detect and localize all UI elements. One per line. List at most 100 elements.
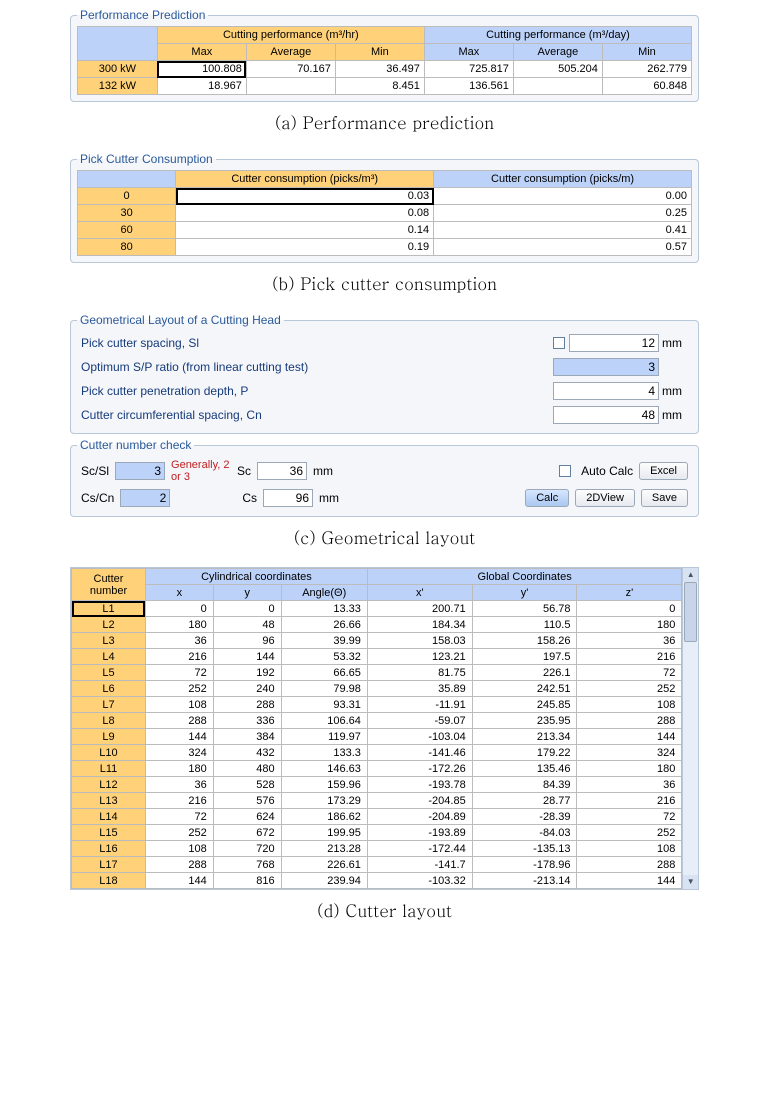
table-row[interactable]: 600.140.41: [78, 222, 692, 239]
cell[interactable]: -141.7: [367, 857, 472, 873]
cell[interactable]: 158.26: [472, 633, 577, 649]
cell[interactable]: -204.89: [367, 809, 472, 825]
cell[interactable]: 180: [577, 617, 682, 633]
cell[interactable]: 119.97: [281, 729, 367, 745]
h-cutter[interactable]: Cutter number: [72, 569, 146, 601]
cell[interactable]: -172.44: [367, 841, 472, 857]
cell[interactable]: 213.34: [472, 729, 577, 745]
cell[interactable]: 816: [213, 873, 281, 889]
cell[interactable]: 93.31: [281, 697, 367, 713]
cell[interactable]: 0.14: [176, 222, 434, 239]
cell[interactable]: 36: [577, 633, 682, 649]
cell[interactable]: 79.98: [281, 681, 367, 697]
row-label[interactable]: L14: [72, 809, 146, 825]
cell[interactable]: 288: [213, 697, 281, 713]
table-row[interactable]: L625224079.9835.89242.51252: [72, 681, 682, 697]
h-y[interactable]: y: [213, 585, 281, 601]
sc-input[interactable]: 36: [257, 462, 307, 480]
cell[interactable]: 216: [577, 793, 682, 809]
row-label[interactable]: L3: [72, 633, 146, 649]
cell[interactable]: 576: [213, 793, 281, 809]
cell[interactable]: 480: [213, 761, 281, 777]
cell[interactable]: 288: [577, 713, 682, 729]
cell[interactable]: 720: [213, 841, 281, 857]
autocalc-checkbox[interactable]: [559, 465, 571, 477]
row-label[interactable]: L18: [72, 873, 146, 889]
row-label[interactable]: L15: [72, 825, 146, 841]
cell[interactable]: 144: [577, 729, 682, 745]
cell[interactable]: 180: [577, 761, 682, 777]
cell[interactable]: 226.61: [281, 857, 367, 873]
scroll-thumb[interactable]: [684, 582, 697, 642]
cell[interactable]: 528: [213, 777, 281, 793]
h-xp[interactable]: x': [367, 585, 472, 601]
row-label[interactable]: 30: [78, 205, 176, 222]
table-row[interactable]: L1236528159.96-193.7884.3936: [72, 777, 682, 793]
cell[interactable]: 197.5: [472, 649, 577, 665]
cell[interactable]: -103.32: [367, 873, 472, 889]
cell[interactable]: 135.46: [472, 761, 577, 777]
cell[interactable]: 18.967: [157, 78, 246, 95]
row-label[interactable]: L10: [72, 745, 146, 761]
h-x[interactable]: x: [145, 585, 213, 601]
row-label[interactable]: L6: [72, 681, 146, 697]
cell[interactable]: -141.46: [367, 745, 472, 761]
cell[interactable]: 159.96: [281, 777, 367, 793]
row-label[interactable]: L12: [72, 777, 146, 793]
cell[interactable]: 0: [213, 601, 281, 617]
cell[interactable]: 158.03: [367, 633, 472, 649]
table-row[interactable]: L421614453.32123.21197.5216: [72, 649, 682, 665]
cell[interactable]: 108: [145, 841, 213, 857]
cell[interactable]: 384: [213, 729, 281, 745]
table-row[interactable]: L8288336106.64-59.07235.95288: [72, 713, 682, 729]
row-label[interactable]: L9: [72, 729, 146, 745]
cell[interactable]: 36: [145, 633, 213, 649]
cell[interactable]: 242.51: [472, 681, 577, 697]
cell[interactable]: 28.77: [472, 793, 577, 809]
cell[interactable]: 0.41: [434, 222, 692, 239]
perf-day-group[interactable]: Cutting performance (m³/day): [424, 27, 691, 44]
cell[interactable]: 324: [145, 745, 213, 761]
cell[interactable]: 288: [577, 857, 682, 873]
cell[interactable]: 96: [213, 633, 281, 649]
cell[interactable]: 72: [145, 809, 213, 825]
performance-table[interactable]: Cutting performance (m³/hr) Cutting perf…: [77, 26, 692, 95]
cell[interactable]: 235.95: [472, 713, 577, 729]
cell[interactable]: 768: [213, 857, 281, 873]
h-zp[interactable]: z': [577, 585, 682, 601]
cell[interactable]: -84.03: [472, 825, 577, 841]
cell[interactable]: 108: [577, 697, 682, 713]
cell[interactable]: 216: [577, 649, 682, 665]
cell[interactable]: 133.3: [281, 745, 367, 761]
corner-cell[interactable]: [78, 171, 176, 188]
table-row[interactable]: L18144816239.94-103.32-213.14144: [72, 873, 682, 889]
table-row[interactable]: L17288768226.61-141.7-178.96288: [72, 857, 682, 873]
corner-cell[interactable]: [78, 27, 158, 61]
cell[interactable]: -103.04: [367, 729, 472, 745]
row-label[interactable]: L2: [72, 617, 146, 633]
cell[interactable]: 0: [145, 601, 213, 617]
col-max[interactable]: Max: [157, 44, 246, 61]
cell[interactable]: [513, 78, 602, 95]
table-row[interactable]: L57219266.6581.75226.172: [72, 665, 682, 681]
cell[interactable]: 66.65: [281, 665, 367, 681]
table-row[interactable]: L10013.33200.7156.780: [72, 601, 682, 617]
row-label[interactable]: L4: [72, 649, 146, 665]
table-row[interactable]: L15252672199.95-193.89-84.03252: [72, 825, 682, 841]
cell[interactable]: -135.13: [472, 841, 577, 857]
col-avg[interactable]: Average: [246, 44, 335, 61]
perf-hr-group[interactable]: Cutting performance (m³/hr): [157, 27, 424, 44]
cell[interactable]: 36: [577, 777, 682, 793]
table-row[interactable]: 300 kW100.80870.16736.497725.817505.2042…: [78, 61, 692, 78]
cell[interactable]: 144: [145, 873, 213, 889]
table-row[interactable]: 300.080.25: [78, 205, 692, 222]
table-row[interactable]: L1472624186.62-204.89-28.3972: [72, 809, 682, 825]
cell[interactable]: 672: [213, 825, 281, 841]
row-label[interactable]: 0: [78, 188, 176, 205]
table-row[interactable]: L11180480146.63-172.26135.46180: [72, 761, 682, 777]
cell[interactable]: 262.779: [602, 61, 691, 78]
cell[interactable]: 39.99: [281, 633, 367, 649]
sp-input[interactable]: 3: [553, 358, 659, 376]
table-row[interactable]: L10324432133.3-141.46179.22324: [72, 745, 682, 761]
cell[interactable]: 36: [145, 777, 213, 793]
